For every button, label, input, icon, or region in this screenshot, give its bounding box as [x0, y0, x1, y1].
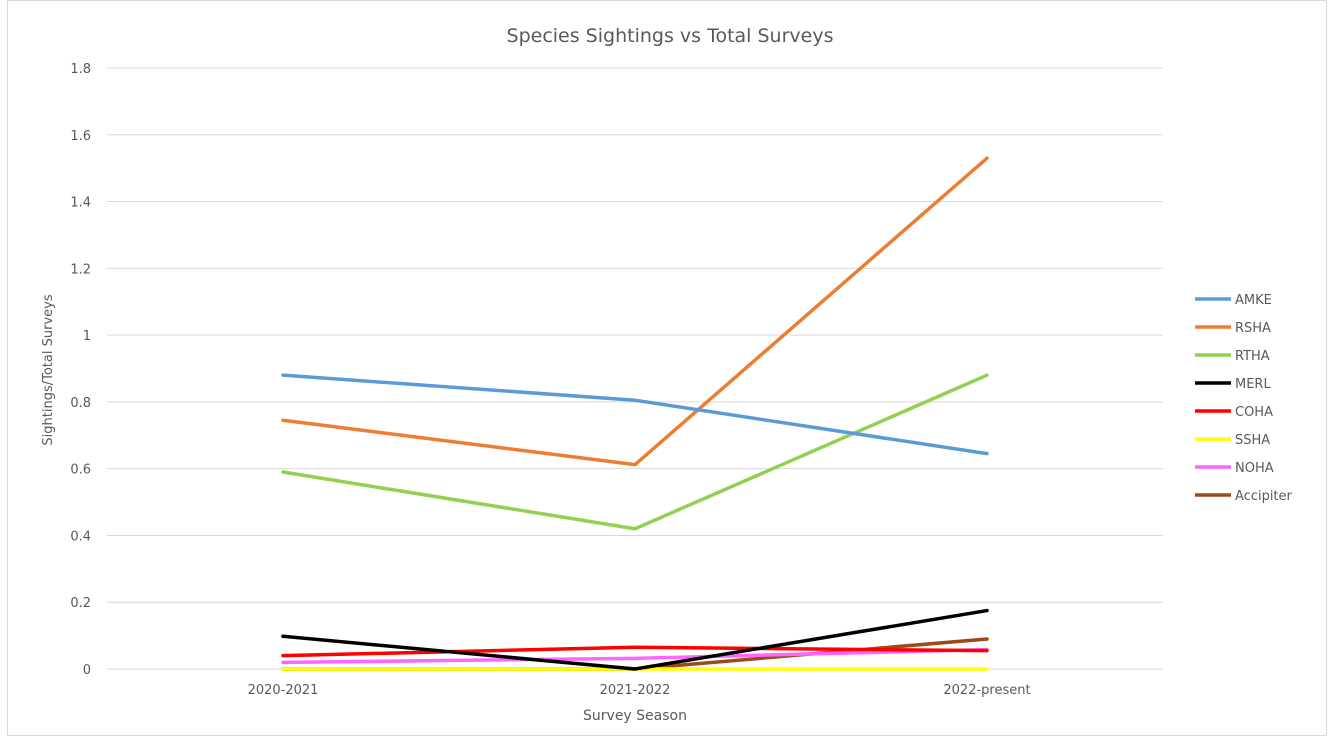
y-tick-label: 0.4: [70, 529, 91, 544]
legend-label: NOHA: [1235, 461, 1274, 476]
series-line-coha: [281, 645, 989, 658]
y-axis-label: Sightings/Total Surveys: [41, 294, 56, 445]
x-tick-label: 2022-present: [943, 683, 1030, 698]
legend-label: Accipiter: [1235, 489, 1293, 504]
legend-label: SSHA: [1235, 433, 1270, 448]
y-tick-label: 1.4: [70, 196, 91, 211]
y-axis-ticks: 0 0.2 0.4 0.6 0.8 1 1.2 1.4 1.6 1.8: [70, 62, 91, 678]
x-axis-ticks: 2020-2021 2021-2022 2022-present: [248, 683, 1031, 698]
series-line-rsha: [281, 156, 989, 467]
legend-label: COHA: [1235, 405, 1273, 420]
x-tick-label: 2020-2021: [248, 683, 319, 698]
x-tick-label: 2021-2022: [600, 683, 671, 698]
y-tick-label: 1.2: [70, 262, 91, 277]
series-lines: [281, 156, 989, 671]
series-line-rtha: [281, 373, 989, 531]
y-tick-label: 1: [83, 329, 91, 344]
y-tick-label: 1.6: [70, 129, 91, 144]
y-tick-label: 1.8: [70, 62, 91, 77]
legend-label: AMKE: [1235, 293, 1272, 308]
y-tick-label: 0: [83, 663, 91, 678]
y-tick-label: 0.8: [70, 396, 91, 411]
series-line-merl: [281, 608, 989, 671]
series-line-noha: [281, 647, 989, 665]
y-tick-label: 0.6: [70, 463, 91, 478]
legend-label: RSHA: [1235, 321, 1271, 336]
y-tick-label: 0.2: [70, 596, 91, 611]
series-line-amke: [281, 373, 989, 456]
legend-label: MERL: [1235, 377, 1271, 392]
legend-label: RTHA: [1235, 349, 1270, 364]
legend: AMKE RSHA RTHA MERL COHA SSHA NOHA Accipiter: [1195, 293, 1293, 504]
chart-area: [7, 0, 1327, 736]
x-axis-label: Survey Season: [583, 708, 687, 724]
gridlines: [107, 67, 1163, 670]
chart-title: Species Sightings vs Total Surveys: [507, 25, 834, 47]
